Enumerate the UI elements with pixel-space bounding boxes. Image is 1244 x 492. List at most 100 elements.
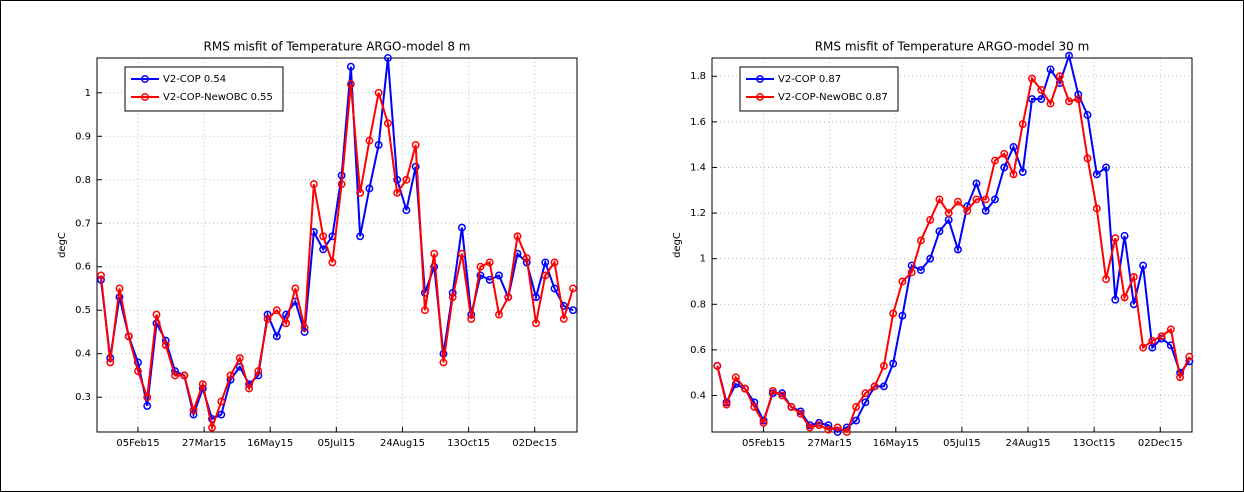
data-point bbox=[532, 319, 540, 328]
data-point bbox=[171, 371, 179, 380]
series-line bbox=[716, 73, 1191, 434]
legend-box bbox=[124, 66, 284, 112]
y-tick-label: 0.9 bbox=[75, 131, 91, 142]
y-tick-label: 0.3 bbox=[75, 392, 91, 403]
data-point bbox=[972, 195, 981, 204]
data-point bbox=[550, 284, 559, 293]
data-point bbox=[1083, 154, 1092, 163]
y-tick-label: 0.8 bbox=[690, 299, 706, 310]
data-point bbox=[1157, 332, 1166, 341]
x-tick-label: 24Aug15 bbox=[380, 438, 425, 449]
data-point bbox=[513, 232, 522, 241]
data-point bbox=[319, 245, 328, 254]
data-point bbox=[805, 423, 814, 432]
data-point bbox=[383, 119, 392, 128]
legend-label: V2-COP-NewOBC 0.55 bbox=[163, 92, 273, 103]
data-point bbox=[208, 423, 216, 432]
data-point bbox=[374, 88, 383, 97]
legend: V2-COP 0.54 V2-COP-NewOBC 0.55 bbox=[124, 66, 284, 112]
data-point bbox=[981, 195, 990, 204]
data-point bbox=[1111, 295, 1120, 304]
x-tick-label: 16May15 bbox=[873, 438, 919, 449]
y-tick-label: 0.8 bbox=[75, 175, 91, 186]
y-axis-label: degC bbox=[672, 232, 683, 258]
data-point bbox=[1009, 170, 1018, 179]
data-point bbox=[935, 227, 944, 236]
data-point bbox=[991, 195, 999, 204]
data-point bbox=[796, 409, 805, 418]
data-point bbox=[833, 423, 842, 432]
data-point bbox=[467, 314, 476, 323]
data-point bbox=[328, 258, 337, 267]
data-point bbox=[541, 271, 550, 280]
data-point bbox=[1046, 99, 1055, 108]
y-tick-label: 1.4 bbox=[690, 162, 706, 173]
y-tick-label: 0.4 bbox=[690, 391, 706, 402]
data-point bbox=[1102, 163, 1110, 172]
data-point bbox=[309, 180, 318, 189]
data-point bbox=[1176, 373, 1185, 382]
data-point bbox=[741, 384, 750, 393]
data-point bbox=[1055, 72, 1064, 81]
y-axis-label: degC bbox=[57, 232, 68, 258]
data-point bbox=[1148, 336, 1157, 345]
y-tick-label: 0.6 bbox=[690, 345, 706, 356]
legend-marker bbox=[141, 75, 149, 83]
data-point bbox=[411, 141, 420, 149]
data-point bbox=[1083, 111, 1092, 119]
data-point bbox=[522, 254, 531, 262]
data-point bbox=[420, 306, 429, 315]
data-point bbox=[1000, 163, 1009, 172]
data-point bbox=[383, 54, 392, 62]
data-point bbox=[889, 359, 898, 368]
x-tick-label: 27Mar15 bbox=[808, 438, 852, 449]
data-point bbox=[1065, 97, 1073, 106]
data-point bbox=[124, 332, 133, 341]
data-point bbox=[217, 397, 226, 406]
data-point bbox=[778, 391, 787, 400]
data-point bbox=[879, 382, 888, 391]
data-point bbox=[356, 188, 365, 197]
y-tick-label: 1.6 bbox=[690, 117, 706, 128]
data-point bbox=[282, 319, 291, 328]
data-point bbox=[972, 179, 981, 188]
data-point bbox=[1009, 142, 1018, 151]
legend-marker bbox=[141, 93, 149, 101]
data-point bbox=[898, 311, 907, 320]
series-line bbox=[99, 84, 574, 432]
y-tick-label: 1.2 bbox=[690, 208, 706, 219]
x-tick-label: 05Jul15 bbox=[318, 438, 356, 449]
data-point bbox=[485, 258, 494, 267]
x-tick-label: 05Feb15 bbox=[116, 438, 159, 449]
data-point bbox=[1065, 51, 1073, 60]
data-point bbox=[898, 277, 907, 286]
data-point bbox=[476, 262, 485, 271]
data-point bbox=[393, 188, 402, 197]
data-point bbox=[97, 271, 105, 280]
data-point bbox=[365, 184, 374, 193]
data-point bbox=[991, 156, 999, 165]
data-point bbox=[439, 358, 448, 367]
legend-label: V2-COP 0.87 bbox=[778, 74, 841, 85]
data-point bbox=[926, 215, 935, 224]
data-point bbox=[1028, 74, 1036, 83]
data-point bbox=[1166, 325, 1175, 334]
data-point bbox=[731, 373, 740, 382]
data-point bbox=[1000, 149, 1009, 158]
y-tick-label: 0.7 bbox=[75, 218, 91, 229]
axes-box bbox=[96, 57, 578, 433]
data-point bbox=[935, 195, 944, 204]
data-point bbox=[1074, 95, 1083, 103]
data-point bbox=[161, 341, 170, 349]
data-point bbox=[550, 258, 559, 267]
x-tick-label: 24Aug15 bbox=[1006, 438, 1051, 449]
data-point bbox=[189, 406, 198, 415]
data-point bbox=[319, 232, 328, 241]
data-point bbox=[402, 175, 411, 184]
data-point bbox=[944, 209, 953, 218]
x-tick-label: 27Mar15 bbox=[182, 438, 226, 449]
data-point bbox=[954, 245, 962, 254]
data-point bbox=[861, 389, 870, 398]
data-point bbox=[495, 310, 503, 319]
data-point bbox=[245, 384, 254, 393]
